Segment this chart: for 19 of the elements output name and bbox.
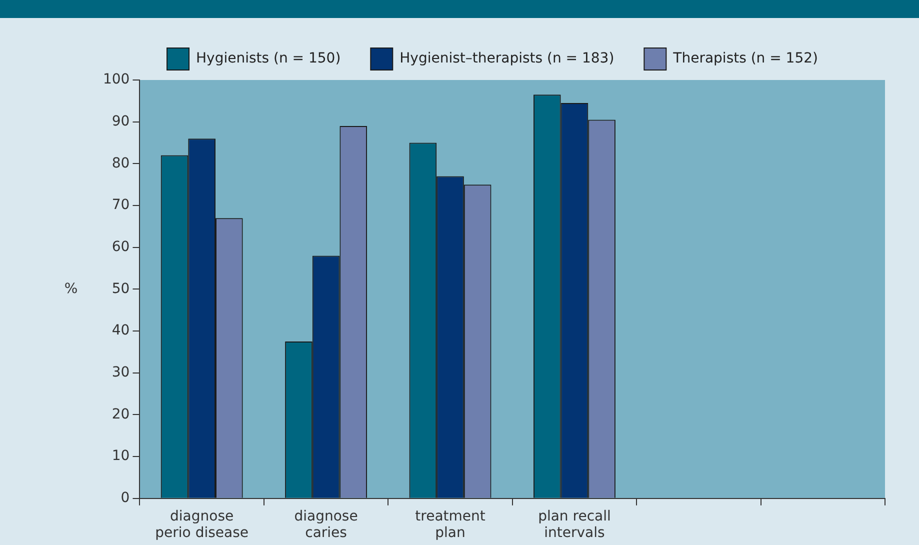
- y-tick-label: 90: [112, 113, 130, 130]
- y-tick-label: 80: [112, 155, 130, 172]
- x-tick-label: diagnose perio disease: [155, 508, 248, 542]
- x-tick-label: diagnose caries: [294, 508, 358, 542]
- y-tick-label: 0: [120, 490, 130, 506]
- legend-label: Hygienist–therapists (n = 183): [400, 50, 614, 67]
- y-tick-label: 30: [112, 364, 130, 381]
- y-tick-label: 40: [112, 322, 130, 339]
- y-tick-label: 50: [112, 280, 130, 297]
- x-tick-label: plan recall intervals: [538, 508, 611, 542]
- y-tick-label: 100: [102, 72, 130, 88]
- y-tick-label: 70: [112, 197, 130, 214]
- x-tick-label: treatment plan: [415, 508, 486, 542]
- y-axis-title: %: [64, 280, 78, 297]
- y-tick-label: 10: [112, 448, 130, 464]
- y-tick-label: 20: [112, 406, 130, 422]
- legend-label: Hygienists (n = 150): [196, 50, 341, 67]
- legend-label: Therapists (n = 152): [672, 50, 818, 67]
- y-tick-label: 60: [112, 239, 130, 255]
